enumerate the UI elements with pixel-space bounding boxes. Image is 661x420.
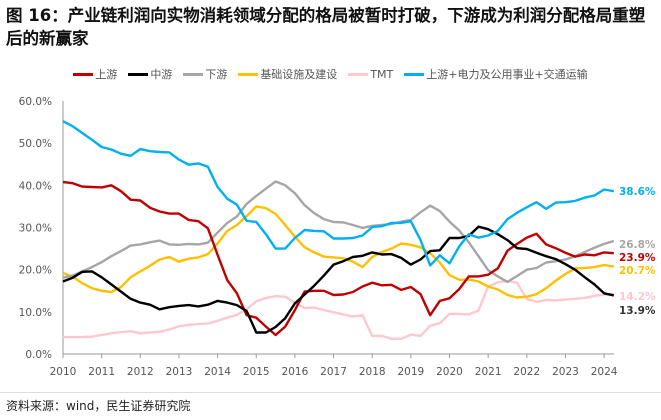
- y-tick-label: 30.0%: [19, 223, 52, 235]
- chart-title: 图 16：产业链利润向实物消耗领域分配的格局被暂时打破，下游成为利润分配格局重塑…: [6, 6, 646, 48]
- x-tick-label: 2016: [282, 366, 309, 378]
- legend-item: 基础设施及建设: [238, 66, 337, 82]
- x-tick-label: 2010: [50, 366, 77, 378]
- source-note: 资料来源：wind，民生证券研究院: [6, 399, 191, 413]
- x-tick-label: 2013: [166, 366, 193, 378]
- x-tick-label: 2021: [475, 366, 502, 378]
- x-tick-label: 2022: [513, 366, 540, 378]
- x-tick-label: 2014: [204, 366, 231, 378]
- series-line-1: [62, 225, 615, 334]
- legend-label: 基础设施及建设: [260, 68, 338, 81]
- end-value-label: 14.2%: [619, 291, 656, 303]
- legend-swatch: [404, 72, 425, 76]
- legend-swatch: [128, 72, 149, 76]
- y-tick-label: 50.0%: [19, 138, 52, 150]
- end-value-label: 20.7%: [619, 265, 656, 277]
- x-tick-label: 2018: [359, 366, 386, 378]
- end-value-label: 38.6%: [619, 186, 656, 198]
- legend-swatch: [348, 72, 369, 76]
- y-tick-label: 10.0%: [19, 307, 52, 319]
- y-tick-label: 60.0%: [19, 96, 52, 108]
- legend-swatch: [183, 72, 204, 76]
- legend: 上游 中游 下游 基础设施及建设 TMT 上游+电力及公用事业+交通运输: [0, 66, 661, 82]
- legend-swatch: [238, 72, 259, 76]
- legend-item: 中游: [128, 66, 172, 82]
- legend-label: 上游: [95, 68, 118, 81]
- x-tick-label: 2017: [320, 366, 347, 378]
- end-value-label: 13.9%: [619, 305, 656, 317]
- legend-label: TMT: [370, 67, 394, 81]
- series-line-0: [62, 180, 614, 337]
- legend-item: 上游: [73, 66, 117, 82]
- y-tick-label: 20.0%: [19, 265, 52, 277]
- end-value-label: 26.8%: [619, 239, 656, 251]
- divider: [0, 392, 661, 393]
- y-tick-label: 40.0%: [19, 180, 52, 192]
- x-tick-label: 2011: [88, 366, 115, 378]
- series-line-2: [62, 180, 615, 284]
- series-line-5: [62, 120, 615, 267]
- end-value-label: 23.9%: [619, 252, 656, 264]
- y-tick-label: 0.0%: [25, 349, 52, 361]
- x-tick-label: 2023: [552, 366, 579, 378]
- x-tick-label: 2015: [243, 366, 270, 378]
- series-line-3: [62, 205, 615, 299]
- line-chart: 0.0% 10.0% 20.0% 30.0% 40.0% 50.0% 60.0% 2010 20…: [19, 96, 656, 378]
- legend-item: 上游+电力及公用事业+交通运输: [404, 66, 588, 82]
- legend-swatch: [73, 72, 94, 76]
- legend-item: 下游: [183, 66, 227, 82]
- legend-label: 下游: [205, 68, 228, 81]
- series-line-4: [63, 279, 614, 340]
- legend-label: 中游: [150, 68, 173, 81]
- legend-item: TMT: [348, 66, 393, 82]
- x-tick-label: 2012: [127, 366, 154, 378]
- x-tick-label: 2024: [591, 366, 618, 378]
- x-tick-label: 2019: [397, 366, 424, 378]
- x-tick-label: 2020: [436, 366, 463, 378]
- legend-label: 上游+电力及公用事业+交通运输: [426, 68, 588, 81]
